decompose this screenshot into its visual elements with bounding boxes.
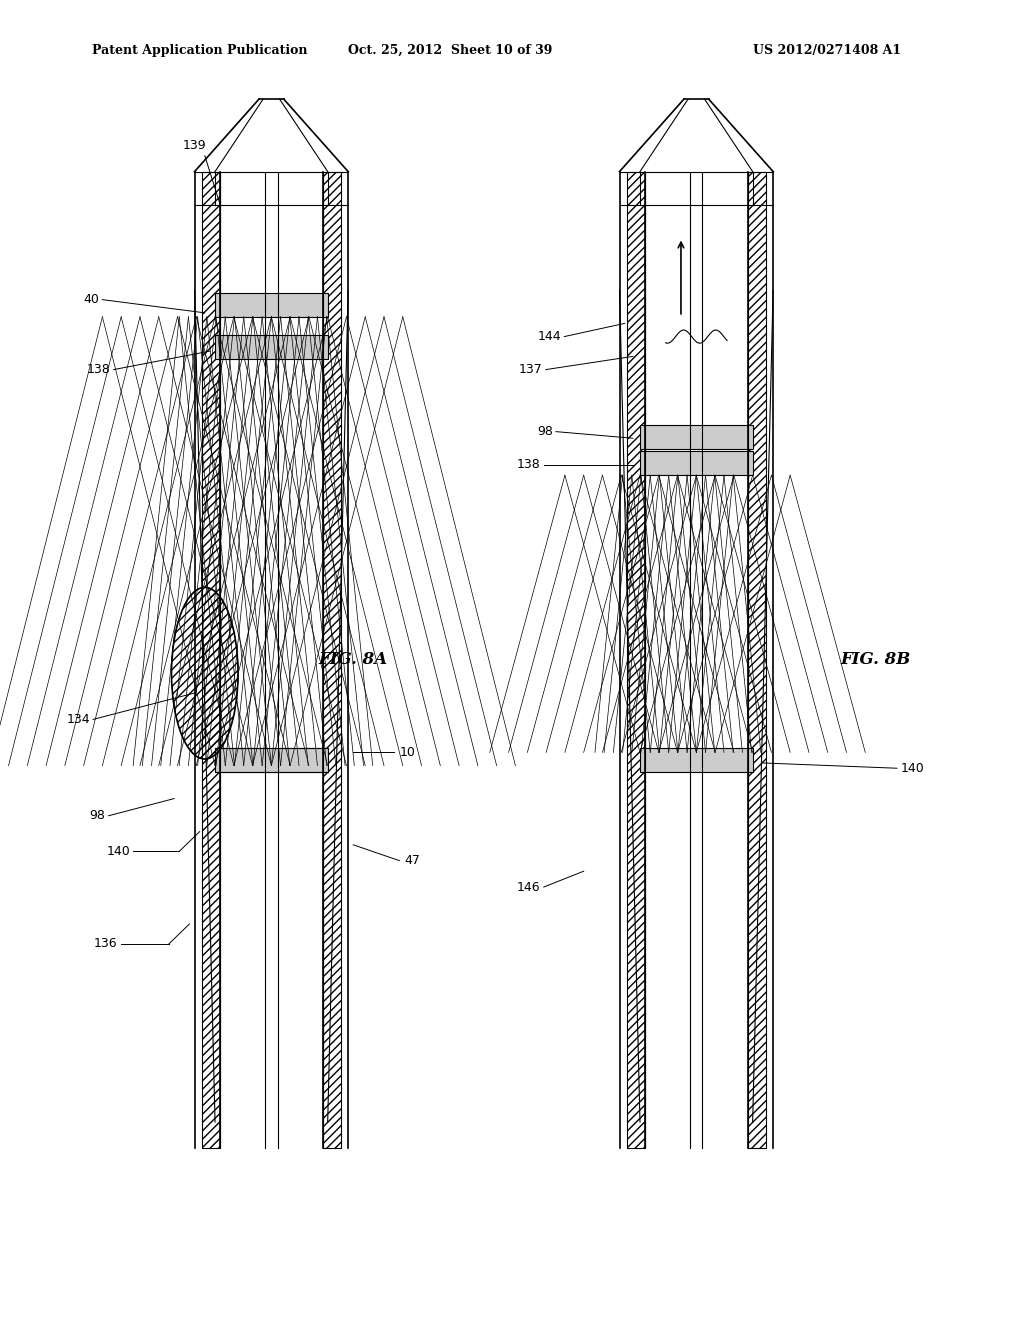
Text: Oct. 25, 2012  Sheet 10 of 39: Oct. 25, 2012 Sheet 10 of 39: [348, 44, 553, 57]
Bar: [202, 172, 220, 1148]
Text: 40: 40: [83, 293, 99, 306]
Text: 144: 144: [538, 330, 561, 343]
Text: 140: 140: [106, 845, 130, 858]
Bar: [627, 172, 645, 1148]
Text: US 2012/0271408 A1: US 2012/0271408 A1: [753, 44, 901, 57]
Bar: [748, 172, 766, 1148]
Text: 98: 98: [537, 425, 553, 438]
Text: Patent Application Publication: Patent Application Publication: [92, 44, 307, 57]
Text: 140: 140: [901, 762, 925, 775]
Text: 47: 47: [404, 854, 421, 867]
Text: 137: 137: [519, 363, 543, 376]
Text: FIG. 8A: FIG. 8A: [318, 652, 388, 668]
Text: 138: 138: [517, 458, 541, 471]
Text: 138: 138: [87, 363, 111, 376]
Text: 98: 98: [89, 809, 105, 822]
Bar: [323, 172, 341, 1148]
FancyBboxPatch shape: [215, 293, 328, 317]
Text: 139: 139: [182, 139, 207, 152]
FancyBboxPatch shape: [640, 451, 753, 475]
Text: 134: 134: [67, 713, 90, 726]
FancyBboxPatch shape: [215, 335, 328, 359]
FancyBboxPatch shape: [215, 748, 328, 772]
Text: 10: 10: [399, 746, 416, 759]
Text: 146: 146: [517, 880, 541, 894]
Text: FIG. 8B: FIG. 8B: [841, 652, 910, 668]
FancyBboxPatch shape: [640, 748, 753, 772]
FancyBboxPatch shape: [640, 425, 753, 449]
Text: 136: 136: [94, 937, 118, 950]
